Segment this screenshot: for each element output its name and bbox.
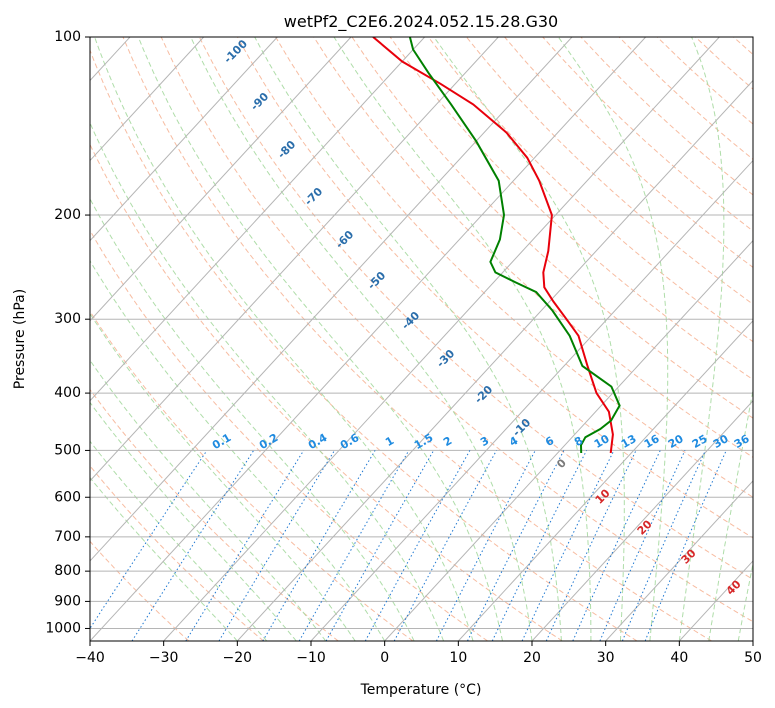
mixing-ratio-line xyxy=(491,450,588,641)
y-tick-label: 100 xyxy=(54,29,81,45)
dry-adiabat-line xyxy=(90,465,264,641)
series-layer xyxy=(372,37,621,454)
dry-adiabat-line xyxy=(275,37,753,498)
mixing-ratio-line xyxy=(90,450,208,630)
mixing-ratio-line xyxy=(467,450,565,641)
moist-adiabat-line xyxy=(90,197,415,641)
dry-adiabat-line xyxy=(466,37,753,305)
y-tick-label: 700 xyxy=(54,529,81,545)
grid-layer xyxy=(90,37,753,641)
moist-adiabat-line xyxy=(433,37,625,641)
x-tick-label: −40 xyxy=(75,650,105,666)
y-tick-label: 400 xyxy=(54,385,81,401)
dry-adiabat-line xyxy=(122,37,712,641)
moist-adiabat-line xyxy=(254,37,562,641)
mixing-ratio-line xyxy=(393,450,497,641)
dry-adiabat-line xyxy=(90,48,638,641)
moist-adiabat-line xyxy=(557,37,669,641)
x-tick-label: 20 xyxy=(523,650,541,666)
moist-adiabat-line xyxy=(190,37,533,641)
x-tick-label: −30 xyxy=(149,650,179,666)
moist-adiabat-line xyxy=(90,476,238,641)
moist-adiabat-line xyxy=(90,312,356,641)
dry-adiabat-line xyxy=(90,310,414,641)
mixing-ratio-line xyxy=(131,450,255,641)
isotherm-line xyxy=(384,239,753,641)
x-tick-label: 10 xyxy=(449,650,467,666)
isotherm-line xyxy=(310,159,753,641)
mixing-ratio-line xyxy=(325,450,435,641)
dry-adiabat-line xyxy=(90,143,563,641)
x-tick-label: 40 xyxy=(670,650,688,666)
mixing-ratio-line xyxy=(572,450,661,641)
isotherm-line xyxy=(90,37,205,162)
mixing-ratio-line xyxy=(644,450,727,641)
tick-layer: −40 −30 −20 −10 0 10 20 30 40 50 1000 900 800 700 600 5… xyxy=(45,29,762,666)
isotherm-line xyxy=(457,319,753,641)
moist-adiabat-line xyxy=(137,37,503,641)
mixing-ratio-line xyxy=(218,450,335,641)
y-tick-label: 1000 xyxy=(45,620,81,636)
isotherm-line xyxy=(90,37,352,322)
x-tick-label: −20 xyxy=(223,650,253,666)
isotherm-line xyxy=(163,37,720,641)
moist-adiabat-line xyxy=(708,387,753,641)
moist-adiabat-line xyxy=(90,259,386,641)
moist-adiabat-line xyxy=(90,121,445,641)
x-tick-label: 0 xyxy=(380,650,389,666)
moist-adiabat-line xyxy=(333,37,592,641)
isotherm-line xyxy=(90,37,426,402)
moist-adiabat-line xyxy=(737,561,753,641)
x-tick-label: −10 xyxy=(296,650,326,666)
x-tick-label: 30 xyxy=(597,650,615,666)
y-tick-label: 200 xyxy=(54,207,81,223)
plot-frame xyxy=(89,36,754,642)
dry-adiabat-line xyxy=(351,37,753,419)
y-tick-label: 900 xyxy=(54,593,81,609)
y-tick-label: 300 xyxy=(54,311,81,327)
x-tick-label: 50 xyxy=(744,650,762,666)
dry-adiabat-line xyxy=(389,37,753,381)
x-axis-label: Temperature (°C) xyxy=(360,682,482,698)
dry-adiabat-line xyxy=(160,37,753,623)
y-tick-label: 800 xyxy=(54,563,81,579)
mixing-ratio-line xyxy=(621,450,706,641)
mixing-ratio-line xyxy=(599,450,686,641)
chart-title: wetPf2_C2E6.2024.052.15.28.G30 xyxy=(284,12,558,32)
moist-adiabat-line xyxy=(94,37,474,641)
y-axis-label: Pressure (hPa) xyxy=(12,289,28,389)
isotherm-line xyxy=(90,37,278,242)
mixing-ratio-line xyxy=(185,450,305,641)
isotherm-line xyxy=(90,37,647,641)
dewpoint-profile-line xyxy=(408,37,621,454)
isotherm-line xyxy=(531,400,753,641)
isotherm-line xyxy=(236,79,753,641)
y-tick-label: 500 xyxy=(54,442,81,458)
dry-adiabat-line xyxy=(237,37,753,539)
y-tick-label: 600 xyxy=(54,489,81,505)
isotherm-line xyxy=(605,480,753,641)
mixing-ratio-line xyxy=(364,450,471,641)
dry-adiabat-line xyxy=(198,37,753,580)
isotherm-line xyxy=(90,37,573,562)
isotherm-line xyxy=(90,37,499,482)
temperature-profile-line xyxy=(372,37,614,454)
moist-adiabat-line xyxy=(678,37,725,641)
